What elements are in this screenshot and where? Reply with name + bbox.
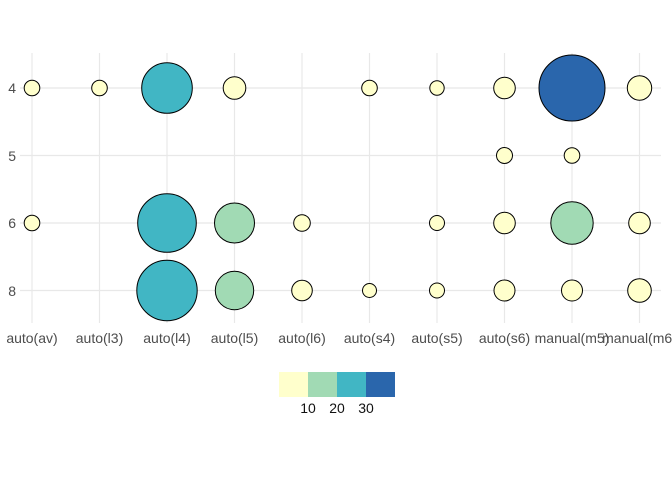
legend-swatch-> 30: [366, 372, 395, 397]
bubble-manual(m5)-cyl8: [561, 279, 583, 302]
bubble-auto(s6)-cyl6: [493, 211, 516, 235]
legend-label-10: 10: [300, 400, 316, 416]
bubble-auto(l4)-cyl4: [141, 62, 193, 114]
bubble-manual(m5)-cyl5: [563, 147, 581, 164]
bubble-manual(m5)-cyl6: [550, 201, 594, 245]
x-tick-label-auto(l4): auto(l4): [143, 330, 191, 346]
bubble-auto(l6)-cyl6: [293, 214, 311, 232]
bubble-auto(s4)-cyl8: [362, 283, 377, 298]
x-tick-label-auto(s6): auto(s6): [478, 330, 531, 346]
x-tick-label-auto(l6): auto(l6): [278, 330, 326, 346]
bubble-manual(m6)-cyl8: [627, 278, 652, 303]
bubble-auto(l5)-cyl4: [222, 76, 247, 100]
legend-label-30: 30: [358, 400, 374, 416]
bubble-auto(l4)-cyl8: [136, 259, 198, 322]
bubble-auto(s6)-cyl8: [493, 279, 516, 302]
bubble-auto(l4)-cyl6: [137, 193, 197, 253]
x-tick-label-auto(l5): auto(l5): [210, 330, 259, 346]
bubble-auto(l6)-cyl8: [291, 279, 313, 302]
legend-colorsteps-bar: [279, 372, 395, 397]
x-tick-label-manual(m6): manual(m6): [602, 330, 672, 346]
x-tick-label-auto(av): auto(av): [6, 330, 58, 346]
y-tick-label-8: 8: [8, 282, 16, 299]
bubble-manual(m6)-cyl6: [628, 211, 651, 235]
bubble-auto(s5)-cyl4: [429, 80, 445, 96]
bubble-manual(m5)-cyl4: [538, 54, 606, 122]
bubble-auto(s5)-cyl8: [429, 282, 445, 299]
legend-label-20: 20: [329, 400, 345, 416]
bubble-auto(s4)-cyl4: [361, 79, 378, 97]
bubble-auto(av)-cyl4: [23, 79, 41, 97]
legend-swatch-10-20: [308, 372, 337, 397]
x-tick-label-auto(s5): auto(s5): [411, 330, 463, 346]
bubble-auto(s6)-cyl4: [493, 76, 516, 100]
x-tick-label-auto(s4): auto(s4): [343, 330, 396, 346]
bubble-auto(s5)-cyl6: [429, 215, 445, 231]
legend-swatch-20-30: [337, 372, 366, 397]
y-tick-label-4: 4: [8, 80, 16, 96]
y-tick-label-6: 6: [8, 215, 16, 231]
legend-swatch-< 10: [279, 372, 308, 397]
x-tick-label-manual(m5): manual(m5): [534, 330, 610, 346]
bubble-auto(l5)-cyl8: [214, 270, 255, 311]
bubble-auto(s6)-cyl5: [496, 147, 513, 164]
bubble-auto(av)-cyl6: [23, 214, 41, 232]
bubble-auto(l5)-cyl6: [214, 202, 255, 244]
x-tick-label-auto(l3): auto(l3): [75, 330, 124, 346]
y-tick-label-5: 5: [8, 147, 16, 164]
bubble-auto(l3)-cyl4: [91, 79, 108, 97]
bubble-manual(m6)-cyl4: [626, 75, 653, 101]
